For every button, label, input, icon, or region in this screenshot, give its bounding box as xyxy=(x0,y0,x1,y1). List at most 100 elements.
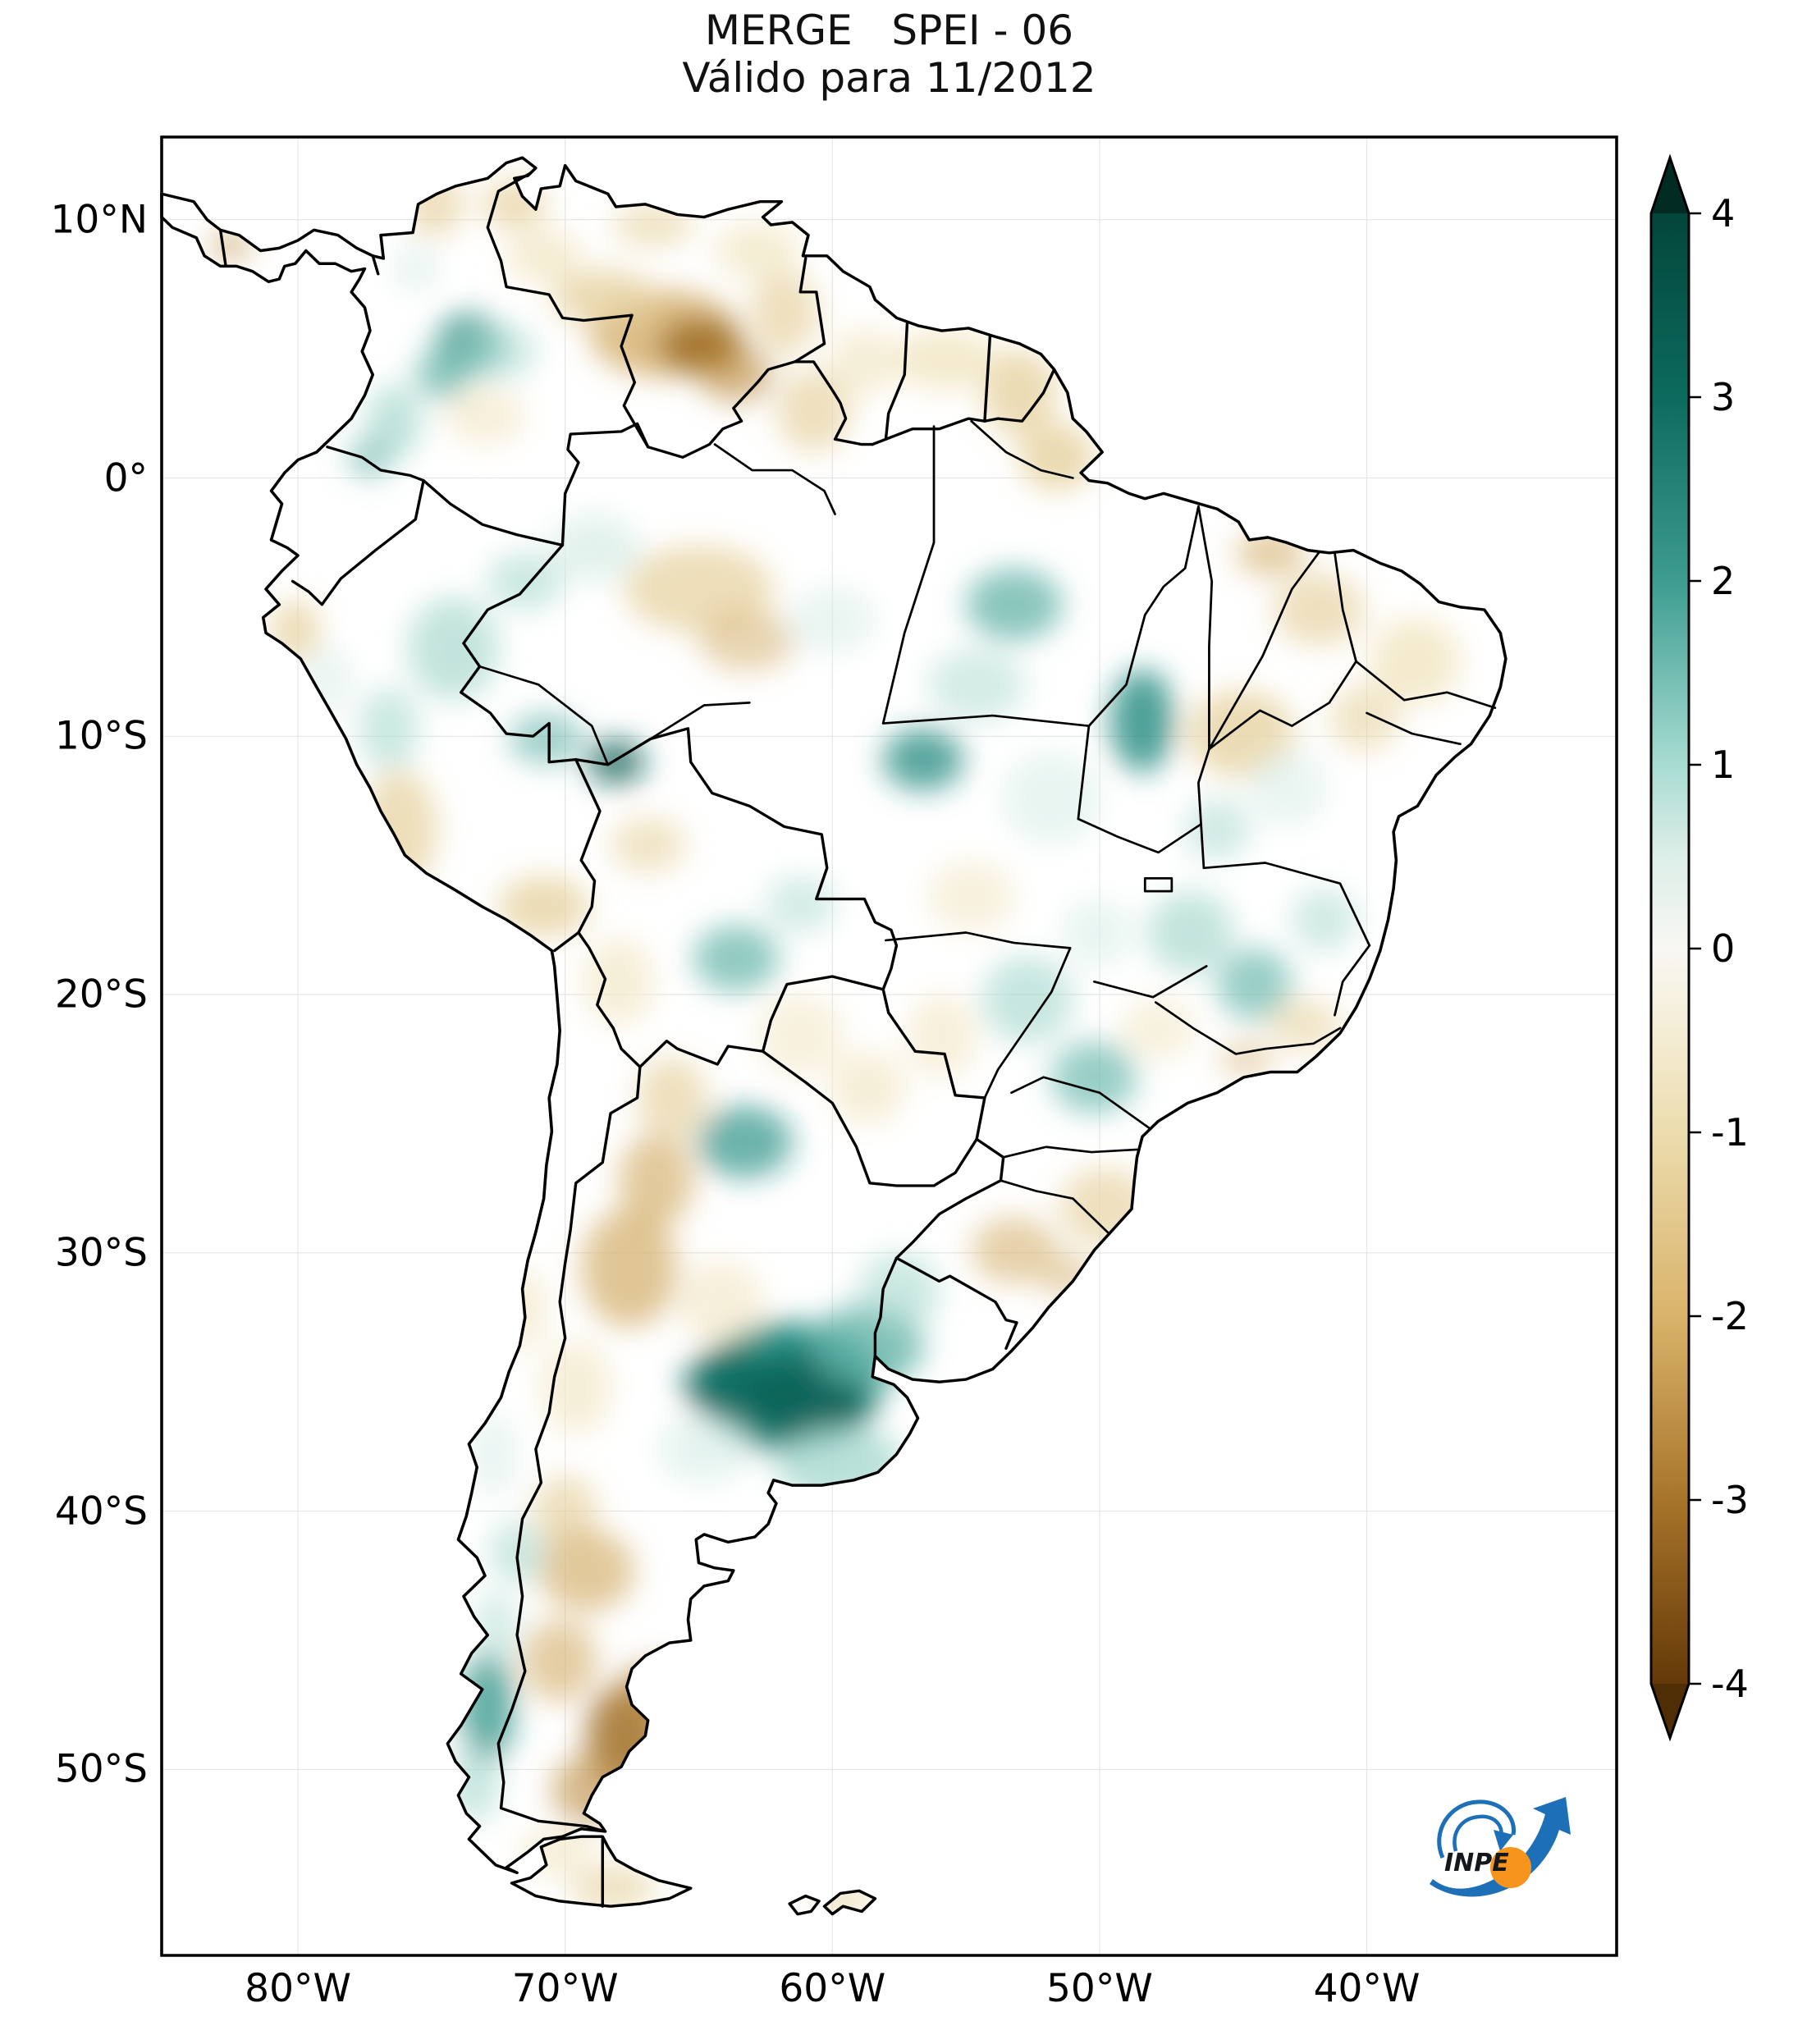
anomaly-blob xyxy=(981,349,1057,437)
anomaly-blob xyxy=(498,876,589,938)
anomaly-blob xyxy=(682,1348,774,1421)
anomaly-blob xyxy=(506,230,582,282)
anomaly-blob xyxy=(469,1412,518,1496)
anomaly-blob xyxy=(830,1051,905,1124)
anomaly-blob xyxy=(696,1105,793,1178)
colorbar-tick-label: 4 xyxy=(1711,191,1735,235)
anomaly-blob xyxy=(570,1864,657,1912)
colorbar-ticks: 4 3 2 1 0 -1 -2 -3 -4 xyxy=(1689,191,1749,1706)
anomaly-blob xyxy=(474,1591,518,1664)
coastline xyxy=(160,156,1507,1916)
anomaly-blob xyxy=(455,322,536,380)
x-tick-label: 60°W xyxy=(779,1966,886,2011)
anomaly-blob xyxy=(1247,749,1327,827)
anomaly-blob xyxy=(533,1475,597,1548)
x-tick-label: 50°W xyxy=(1046,1966,1153,2011)
anomaly-blob xyxy=(677,1260,763,1343)
x-tick-label: 80°W xyxy=(245,1966,351,2011)
anomaly-blob xyxy=(928,648,1025,721)
anomaly-blob xyxy=(613,201,693,249)
anomaly-blob xyxy=(359,687,419,771)
anomaly-blob xyxy=(698,610,795,672)
anomaly-blob xyxy=(460,1650,515,1765)
figure-subtitle: Válido para 11/2012 xyxy=(682,54,1096,102)
anomaly-blob xyxy=(693,925,780,992)
anomaly-blob xyxy=(894,327,995,391)
anomaly-blob xyxy=(981,955,1073,1044)
anomaly-blob xyxy=(1147,891,1233,974)
anomaly-blob xyxy=(611,816,686,874)
colorbar-tick-label: 1 xyxy=(1711,743,1735,787)
anomaly-blob xyxy=(581,1209,678,1328)
anomaly-blob xyxy=(715,222,801,280)
y-tick-label: 10°S xyxy=(54,713,148,759)
anomaly-blob xyxy=(966,568,1063,641)
anomaly-blob xyxy=(1109,669,1175,773)
anomaly-blob xyxy=(487,552,563,610)
anomaly-blob xyxy=(367,385,421,458)
spei-anomaly-field xyxy=(209,170,1461,1914)
anomaly-blob xyxy=(445,387,525,445)
anomaly-blob xyxy=(348,437,392,478)
y-tick-label: 20°S xyxy=(54,972,148,1017)
y-tick-label: 0° xyxy=(103,455,148,501)
anomaly-blob xyxy=(1062,899,1132,967)
anomaly-blob xyxy=(583,937,654,1026)
anomaly-blob xyxy=(789,586,876,654)
inpe-logo: INPE xyxy=(1430,1797,1571,1897)
anomaly-blob xyxy=(1051,1040,1137,1113)
anomaly-blob xyxy=(1292,888,1357,951)
anomaly-blob xyxy=(618,1134,693,1228)
anomaly-blob xyxy=(1120,997,1196,1059)
anomaly-blob xyxy=(1019,423,1095,492)
colorbar: 4 3 2 1 0 -1 -2 -3 -4 xyxy=(1649,153,1749,1742)
title-block: MERGE SPEI - 06 Válido para 11/2012 xyxy=(162,7,1617,102)
anomaly-blob xyxy=(1329,684,1399,752)
inpe-orange-ball-icon xyxy=(1490,1847,1531,1888)
x-tick-label: 40°W xyxy=(1313,1966,1421,2011)
anomaly-blob xyxy=(509,712,584,765)
anomaly-blob xyxy=(830,327,899,396)
anomaly-blob xyxy=(698,345,774,404)
anomaly-blob xyxy=(749,271,820,354)
y-tick-label: 10°N xyxy=(50,197,148,243)
anomaly-blob xyxy=(450,1749,499,1822)
anomaly-blob xyxy=(757,995,844,1077)
anomaly-blob xyxy=(1273,573,1365,647)
figure-title: MERGE SPEI - 06 xyxy=(704,7,1074,54)
inpe-spiral-icon xyxy=(1437,1799,1517,1859)
anomaly-blob xyxy=(765,876,835,933)
anomaly-blob xyxy=(549,514,640,582)
anomaly-blob xyxy=(928,860,1014,933)
south-america-map xyxy=(160,135,1618,1957)
anomaly-blob xyxy=(522,1619,597,1703)
colorbar-tick-label: 2 xyxy=(1711,559,1735,603)
anomaly-blob xyxy=(858,1252,940,1331)
anomaly-blob xyxy=(658,1415,750,1483)
anomaly-blob xyxy=(637,1056,707,1140)
y-tick-label: 40°S xyxy=(54,1488,148,1534)
x-tick-label: 70°W xyxy=(511,1966,619,2011)
country-borders xyxy=(218,171,1056,1908)
anomaly-blob xyxy=(907,995,977,1077)
anomaly-blob xyxy=(538,1529,635,1612)
anomaly-blob xyxy=(391,245,440,292)
anomaly-blob xyxy=(415,349,469,401)
inpe-logo-text: INPE xyxy=(1444,1849,1509,1877)
map-frame xyxy=(160,135,1618,1957)
anomaly-blob xyxy=(271,599,320,661)
colorbar-tick-label: -3 xyxy=(1711,1478,1749,1522)
anomaly-blob xyxy=(883,728,963,791)
colorbar-bar xyxy=(1649,153,1690,1742)
anomaly-blob xyxy=(1369,617,1461,706)
anomaly-blob xyxy=(1059,1167,1151,1246)
colorbar-tick-label: -1 xyxy=(1711,1110,1749,1155)
y-tick-label: 30°S xyxy=(54,1230,148,1276)
colorbar-tick-label: 3 xyxy=(1711,375,1735,419)
anomaly-blob xyxy=(551,268,654,326)
map-area xyxy=(160,135,1618,1957)
colorbar-tick-label: 0 xyxy=(1711,926,1735,971)
anomaly-blob xyxy=(971,1216,1057,1284)
y-tick-label: 50°S xyxy=(54,1746,148,1792)
